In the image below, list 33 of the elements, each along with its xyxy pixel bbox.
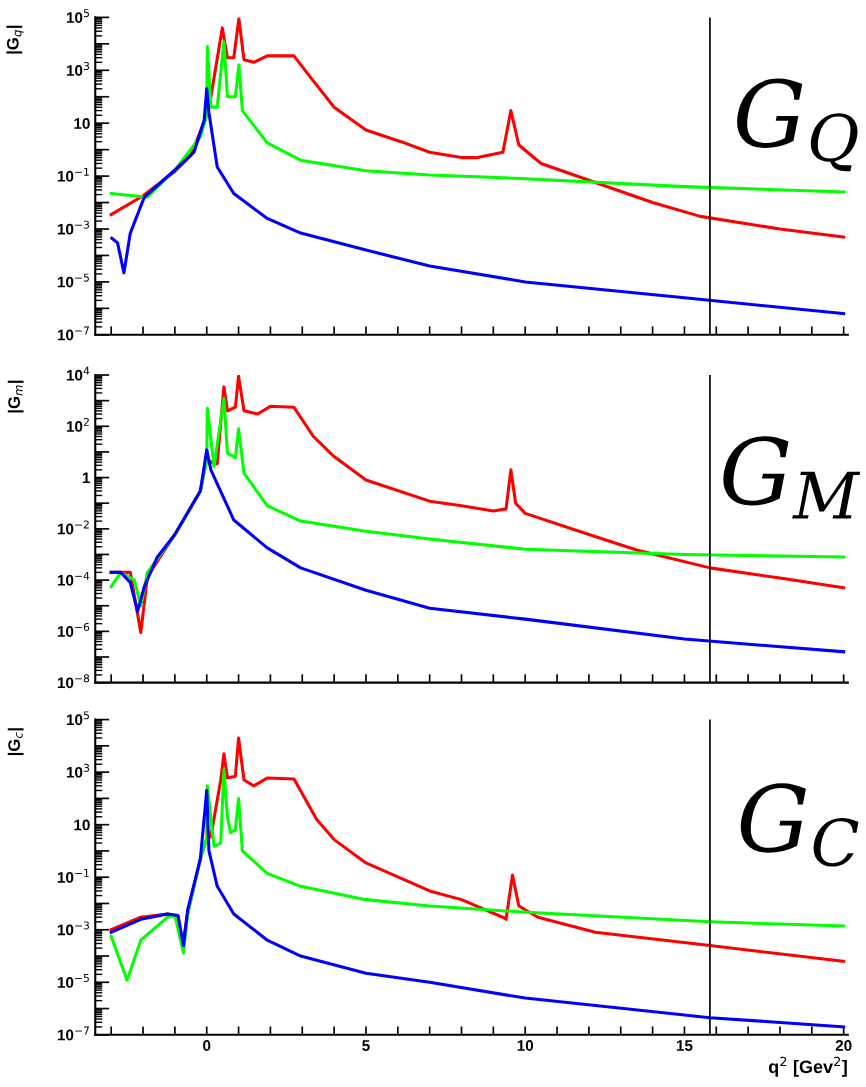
- y-tick-label: 10$^{−2}$: [57, 520, 89, 535]
- y-tick-label: 10: [74, 118, 90, 129]
- y-axis-title: |G$_{m}$|: [7, 380, 24, 413]
- y-tick-label: 10$^{−1}$: [57, 868, 89, 883]
- y-tick-label: 10$^{−3}$: [57, 220, 89, 235]
- y-tick-label: 10$^{−7}$: [57, 326, 89, 341]
- y-tick-label: 10: [74, 819, 90, 831]
- y-tick-label: 1: [82, 472, 90, 484]
- y-tick-label: 10$^{5}$: [66, 9, 89, 23]
- y-tick-label: 10$^{3}$: [66, 61, 90, 76]
- y-tick-label: 10$^{2}$: [66, 417, 89, 432]
- x-tick-label: 5: [362, 1040, 370, 1051]
- y-tick-label: 10$^{3}$: [66, 763, 90, 778]
- annotation: G$_{Q}$: [737, 78, 858, 172]
- y-tick-label: 10$^{−8}$: [57, 674, 90, 689]
- y-tick-label: 10$^{−6}$: [57, 623, 90, 637]
- y-tick-label: 10$^{−1}$: [57, 167, 89, 182]
- y-tick-label: 10$^{−3}$: [57, 921, 89, 936]
- y-tick-label: 10$^{−4}$: [57, 571, 90, 586]
- annotation: G$_{M}$: [723, 436, 861, 519]
- x-tick-label: 0: [203, 1040, 211, 1051]
- y-tick-label: 10$^{4}$: [66, 366, 90, 381]
- x-axis-title: q$^{2}$ [Gev$^{2}$]: [768, 1056, 847, 1077]
- x-tick-label: 10: [517, 1040, 534, 1051]
- y-tick-label: 10$^{−5}$: [57, 974, 89, 988]
- y-tick-label: 10$^{5}$: [66, 711, 89, 726]
- y-axis-title: |G$_{c}$|: [7, 728, 24, 756]
- y-tick-label: 10$^{−5}$: [57, 273, 89, 288]
- y-tick-label: 10$^{−7}$: [57, 1026, 89, 1041]
- x-tick-label: 20: [835, 1040, 852, 1051]
- annotation: G$_{C}$: [740, 783, 859, 867]
- x-tick-label: 15: [676, 1040, 693, 1051]
- y-axis-title: |G$_{q}$|: [6, 25, 24, 54]
